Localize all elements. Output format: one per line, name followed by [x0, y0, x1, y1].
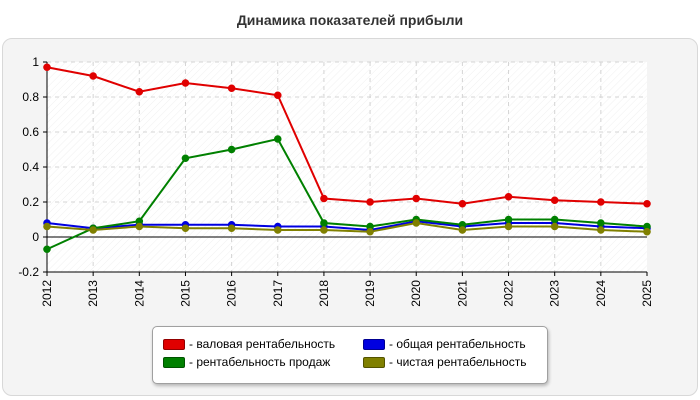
data-point [366, 227, 374, 236]
x-tick-label: 2024 [594, 280, 608, 307]
y-tick-label: -0.2 [18, 265, 39, 279]
x-tick-label: 2017 [271, 280, 285, 307]
chart-title: Динамика показателей прибыли [236, 12, 464, 28]
data-point [227, 145, 236, 154]
legend-swatch [363, 338, 385, 350]
x-tick-label: 2013 [86, 280, 100, 307]
data-point [458, 199, 467, 208]
x-tick-label: 2012 [40, 280, 54, 307]
series-line [46, 66, 648, 205]
x-tick-label: 2014 [132, 280, 146, 307]
data-point [135, 222, 144, 231]
x-tick-label: 2021 [455, 280, 469, 307]
legend-item: - рентабельность продаж [163, 353, 330, 371]
data-point [43, 222, 51, 231]
x-tick-label: 2025 [640, 280, 654, 307]
data-point [273, 91, 282, 100]
data-point [597, 219, 605, 227]
x-tick-label: 2023 [548, 280, 562, 307]
data-point [320, 194, 328, 203]
legend-item: - чистая рентабельность [363, 353, 526, 371]
data-point [273, 226, 282, 234]
data-point [135, 87, 144, 96]
legend-swatch [163, 338, 185, 350]
legend-swatch [363, 356, 385, 368]
axes [43, 61, 648, 276]
series-line [46, 221, 648, 233]
data-point [550, 215, 559, 224]
data-point [227, 84, 236, 93]
legend-label: - валовая рентабельность [189, 337, 336, 351]
y-tick-label: 0.6 [22, 125, 39, 139]
data-point [89, 72, 97, 80]
data-point [597, 226, 605, 234]
data-point [412, 219, 421, 227]
x-tick-label: 2019 [363, 280, 377, 307]
y-tick-label: 0.8 [22, 90, 39, 104]
legend-item: - валовая рентабельность [163, 335, 335, 353]
data-point [412, 194, 421, 203]
x-tick-label: 2022 [502, 280, 516, 307]
data-point [273, 135, 282, 143]
y-tick-label: 0 [32, 230, 39, 244]
legend: - валовая рентабельность - общая рентабе… [152, 326, 548, 384]
data-point [504, 192, 513, 201]
x-tick-label: 2020 [409, 280, 423, 307]
data-point [366, 198, 374, 206]
x-tick-label: 2015 [178, 280, 192, 307]
series-lines [43, 63, 651, 254]
data-point [550, 196, 559, 205]
data-point [227, 224, 236, 233]
data-point [181, 224, 190, 233]
data-point [181, 154, 190, 163]
series-line [46, 137, 648, 251]
data-point [43, 63, 51, 72]
x-tick-label: 2018 [317, 280, 331, 307]
series-line [46, 220, 648, 232]
legend-label: - рентабельность продаж [189, 355, 331, 369]
data-point [320, 226, 328, 234]
data-point [181, 79, 190, 87]
legend-label: - чистая рентабельность [389, 355, 527, 369]
legend-swatch [163, 356, 185, 368]
data-point [320, 219, 328, 227]
data-point [550, 222, 559, 231]
data-point [458, 226, 467, 234]
data-point [43, 245, 51, 254]
y-tick-label: 0.4 [22, 160, 39, 174]
y-tick-label: 0.2 [22, 195, 39, 209]
data-point [89, 226, 97, 234]
y-tick-labels: -0.2 0 0.2 0.4 0.6 0.8 1 [18, 55, 39, 279]
data-point [643, 199, 651, 208]
x-tick-label: 2016 [225, 280, 239, 307]
data-point [597, 198, 605, 206]
data-point [504, 222, 513, 231]
legend-item: - общая рентабельность [363, 335, 526, 353]
legend-label: - общая рентабельность [389, 337, 526, 351]
data-point [504, 215, 513, 224]
x-tick-labels: 2012 2013 2014 2015 2016 2017 2018 2019 2020 2021… [40, 280, 654, 307]
y-tick-label: 1 [32, 55, 39, 69]
data-point [643, 227, 651, 236]
